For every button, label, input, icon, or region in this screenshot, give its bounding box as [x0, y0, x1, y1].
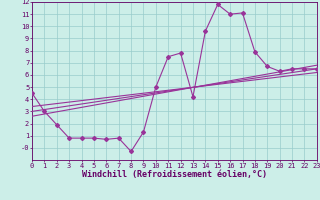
- X-axis label: Windchill (Refroidissement éolien,°C): Windchill (Refroidissement éolien,°C): [82, 170, 267, 179]
